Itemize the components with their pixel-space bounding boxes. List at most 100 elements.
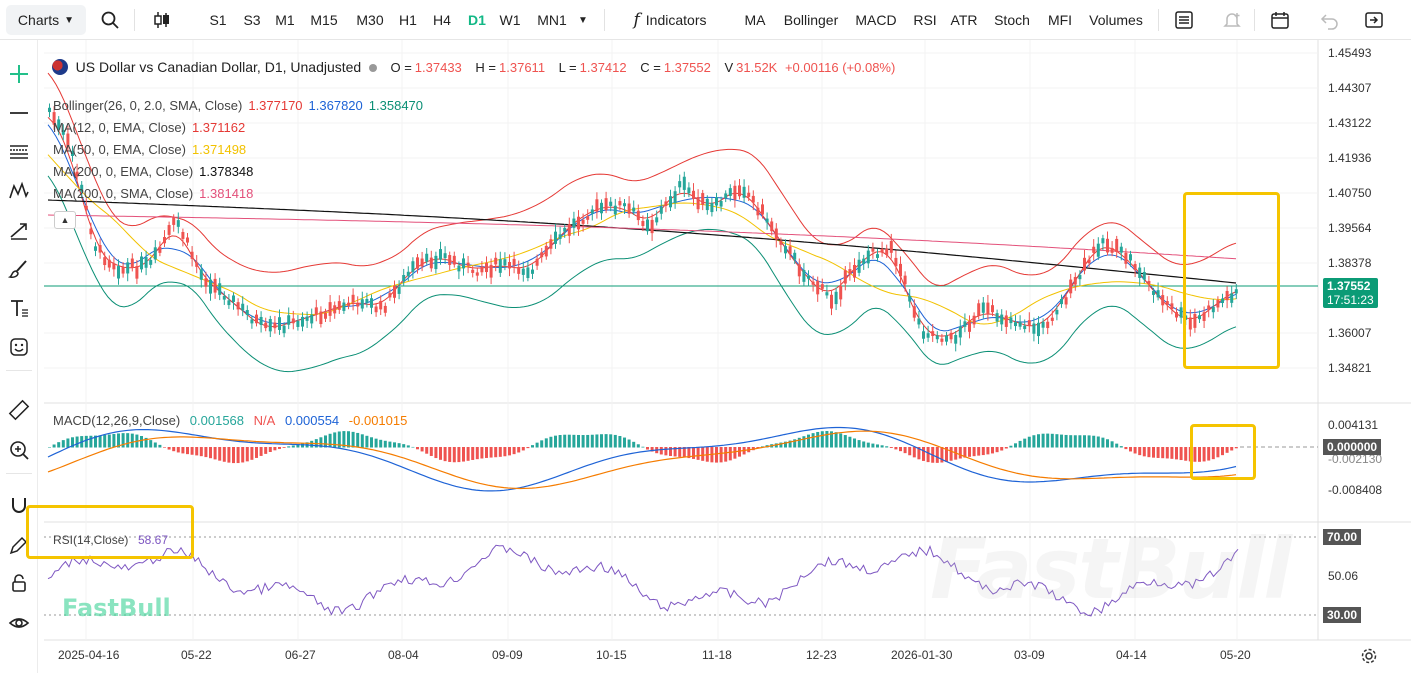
candle-body [337, 301, 341, 310]
search-button[interactable] [96, 5, 124, 35]
candle-body [531, 269, 534, 274]
timeframe-m1[interactable]: M1 [275, 12, 295, 28]
macd-histogram-bar [227, 447, 231, 463]
macd-histogram-bar [839, 433, 843, 448]
fullscreen-button[interactable] [1360, 5, 1388, 35]
macd-histogram-bar [508, 447, 511, 456]
candle-body [1142, 271, 1146, 280]
macd-histogram-bar [406, 445, 410, 448]
indicator-shortcut-stoch[interactable]: Stoch [994, 12, 1030, 28]
candle-body [1018, 321, 1022, 327]
candlestick-icon [154, 12, 169, 28]
macd-histogram-bar [333, 432, 337, 448]
timeframe-m30[interactable]: M30 [356, 12, 384, 28]
calendar-button[interactable] [1266, 5, 1294, 35]
macd-histogram-bar [121, 433, 125, 448]
text-tool[interactable] [4, 293, 34, 323]
emoji-tool[interactable] [4, 332, 34, 362]
macd-histogram-bar [880, 445, 884, 448]
indicator-legend-0[interactable]: Bollinger(26, 0, 2.0, SMA, Close) 1.37717… [53, 98, 429, 113]
indicator-legend-1[interactable]: MA(12, 0, EMA, Close) 1.371162 [53, 120, 251, 135]
alert-button[interactable] [1218, 5, 1246, 35]
chart-type-button[interactable] [148, 5, 176, 35]
visibility-tool[interactable] [4, 608, 34, 638]
candle-body [581, 219, 585, 224]
lock-tool[interactable] [4, 568, 34, 598]
indicator-shortcut-ma[interactable]: MA [744, 12, 766, 28]
indicator-shortcut-volumes[interactable]: Volumes [1089, 12, 1143, 28]
timeframe-h1[interactable]: H1 [399, 12, 417, 28]
candle-body [135, 266, 139, 279]
indicator-label: MA(200, 0, SMA, Close) [53, 186, 194, 201]
macd-histogram-bar [618, 436, 622, 448]
candle-body [112, 263, 116, 270]
macd-histogram-bar [370, 437, 373, 448]
chart-settings-button[interactable] [1360, 647, 1378, 665]
candle-body [590, 209, 594, 214]
rsi-legend: RSI(14,Close) 58.67 [53, 532, 174, 547]
macd-histogram-bar [439, 447, 442, 460]
timeframe-m15[interactable]: M15 [310, 12, 338, 28]
timeframe-s1[interactable]: S1 [209, 12, 227, 28]
price-axis-label: 1.44307 [1328, 81, 1372, 95]
macd-line-value: 0.000554 [284, 413, 340, 428]
line-tool[interactable] [4, 98, 34, 128]
crosshair-tool[interactable] [4, 59, 34, 89]
candle-body [1179, 307, 1183, 318]
macd-histogram-bar [190, 447, 194, 455]
timeframe-w1[interactable]: W1 [499, 12, 521, 28]
candle-body [429, 257, 433, 269]
indicator-shortcut-macd[interactable]: MACD [855, 12, 897, 28]
collapse-legend-button[interactable]: ▲ [54, 211, 76, 229]
indicator-shortcut-atr[interactable]: ATR [950, 12, 978, 28]
projection-tool[interactable] [4, 215, 34, 245]
undo-button[interactable] [1316, 5, 1344, 35]
timeframe-h4[interactable]: H4 [433, 12, 451, 28]
candle-body [715, 197, 718, 206]
indicators-button[interactable]: f Indicators [620, 5, 720, 35]
brush-tool[interactable] [4, 254, 34, 284]
zoom-in-tool[interactable] [4, 435, 34, 465]
fib-tool[interactable] [4, 137, 34, 167]
candle-body [278, 317, 281, 330]
charts-menu-button[interactable]: Charts ▼ [6, 5, 86, 35]
indicator-shortcut-mfi[interactable]: MFI [1047, 12, 1073, 28]
price-axis-label: 1.40750 [1328, 186, 1372, 200]
candle-body [245, 310, 249, 315]
macd-histogram-bar [429, 447, 433, 456]
timeframe-mn1[interactable]: MN1 [537, 12, 567, 28]
indicator-legend-4[interactable]: MA(200, 0, SMA, Close) 1.381418 [53, 186, 259, 201]
macd-histogram-bar [356, 432, 360, 448]
candle-body [807, 275, 810, 279]
macd-histogram-bar [181, 447, 185, 454]
macd-histogram-bar [475, 447, 479, 460]
candle-body [673, 191, 677, 203]
macd-histogram-bar [1041, 433, 1045, 448]
candle-body [761, 204, 764, 215]
macd-histogram-bar [572, 434, 576, 448]
timeframe-d1[interactable]: D1 [468, 12, 486, 28]
magnet-tool[interactable] [4, 490, 34, 520]
indicator-legend-3[interactable]: MA(200, 0, EMA, Close) 1.378348 [53, 164, 259, 179]
indicator-legend-2[interactable]: MA(50, 0, EMA, Close) 1.371498 [53, 142, 252, 157]
indicator-shortcut-bollinger[interactable]: Bollinger [783, 12, 839, 28]
timeframe-s3[interactable]: S3 [243, 12, 261, 28]
measure-tool[interactable] [4, 395, 34, 425]
candle-body [1198, 315, 1201, 320]
candle-body [949, 332, 953, 340]
text-icon [11, 300, 28, 317]
price-axis-label: 1.36007 [1328, 326, 1372, 340]
macd-histogram-bar [986, 447, 990, 455]
candle-body [213, 278, 217, 293]
template-button[interactable] [1170, 5, 1198, 35]
draw-lock-tool[interactable] [4, 530, 34, 560]
candle-body [1078, 274, 1082, 280]
pattern-tool[interactable] [4, 176, 34, 206]
indicator-shortcut-rsi[interactable]: RSI [913, 12, 937, 28]
smiley-icon [10, 338, 28, 356]
macd-histogram-bar [1110, 441, 1114, 448]
more-timeframes-chevron-icon[interactable]: ▼ [578, 14, 588, 26]
macd-histogram-bar [222, 447, 226, 462]
candle-body [618, 201, 622, 206]
